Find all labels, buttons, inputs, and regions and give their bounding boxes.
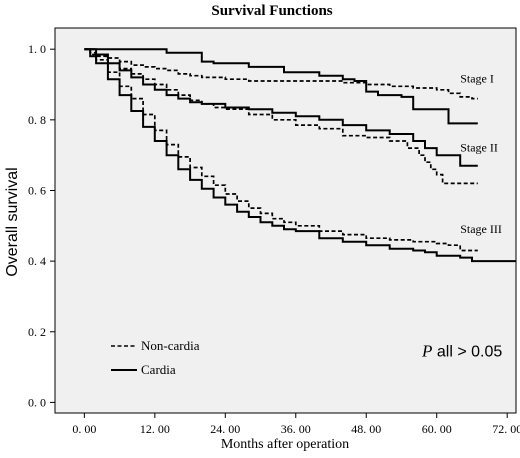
y-axis-label: Overall survival	[4, 167, 21, 276]
y-tick-label: 0. 8	[28, 113, 46, 127]
p-value-note: P all > 0.05	[421, 341, 502, 360]
series-non-cardia-stage-ii	[84, 48, 478, 185]
x-tick-label: 12. 00	[140, 422, 170, 436]
x-axis-label: Months after operation	[221, 437, 349, 452]
y-tick-label: 0. 6	[28, 183, 46, 197]
x-tick-label: 60. 00	[422, 422, 452, 436]
stage-label: Stage III	[460, 222, 502, 236]
x-axis: 0. 00 12. 00 24. 00 36. 00 48. 00 60. 00 72. 0…	[72, 413, 520, 436]
series-cardia-stage-ii	[84, 48, 478, 167]
y-tick-label: 0. 2	[28, 325, 46, 339]
series-non-cardia-stage-iii	[84, 48, 478, 252]
stage-label: Stage II	[460, 141, 498, 155]
y-tick-label: 1. 0	[28, 42, 46, 56]
p-value-symbol: P	[421, 341, 432, 360]
y-tick-label: 0. 4	[28, 254, 46, 268]
y-tick-label: 0. 0	[28, 395, 46, 409]
plot-area	[54, 27, 517, 414]
chart-title: Survival Functions	[211, 3, 332, 19]
legend-label-non-cardia: Non-cardia	[141, 338, 200, 353]
annotation-layer: Stage I Stage II Stage III P all > 0.05	[421, 72, 502, 361]
x-tick-label: 36. 00	[281, 422, 311, 436]
series-layer	[84, 48, 516, 263]
x-tick-label: 72. 00	[492, 422, 520, 436]
legend: Non-cardia Cardia	[111, 338, 200, 377]
y-axis: 0. 0 0. 2 0. 4 0. 6 0. 8 1. 0	[28, 42, 55, 409]
series-cardia-stage-iii	[84, 48, 516, 263]
p-value-text: all > 0.05	[432, 343, 502, 360]
x-tick-label: 48. 00	[351, 422, 381, 436]
x-tick-label: 24. 00	[210, 422, 240, 436]
series-cardia-stage-i	[84, 48, 478, 125]
x-tick-label: 0. 00	[72, 422, 96, 436]
series-non-cardia-stage-i	[84, 48, 478, 100]
legend-label-cardia: Cardia	[141, 362, 176, 377]
stage-label: Stage I	[460, 72, 494, 86]
